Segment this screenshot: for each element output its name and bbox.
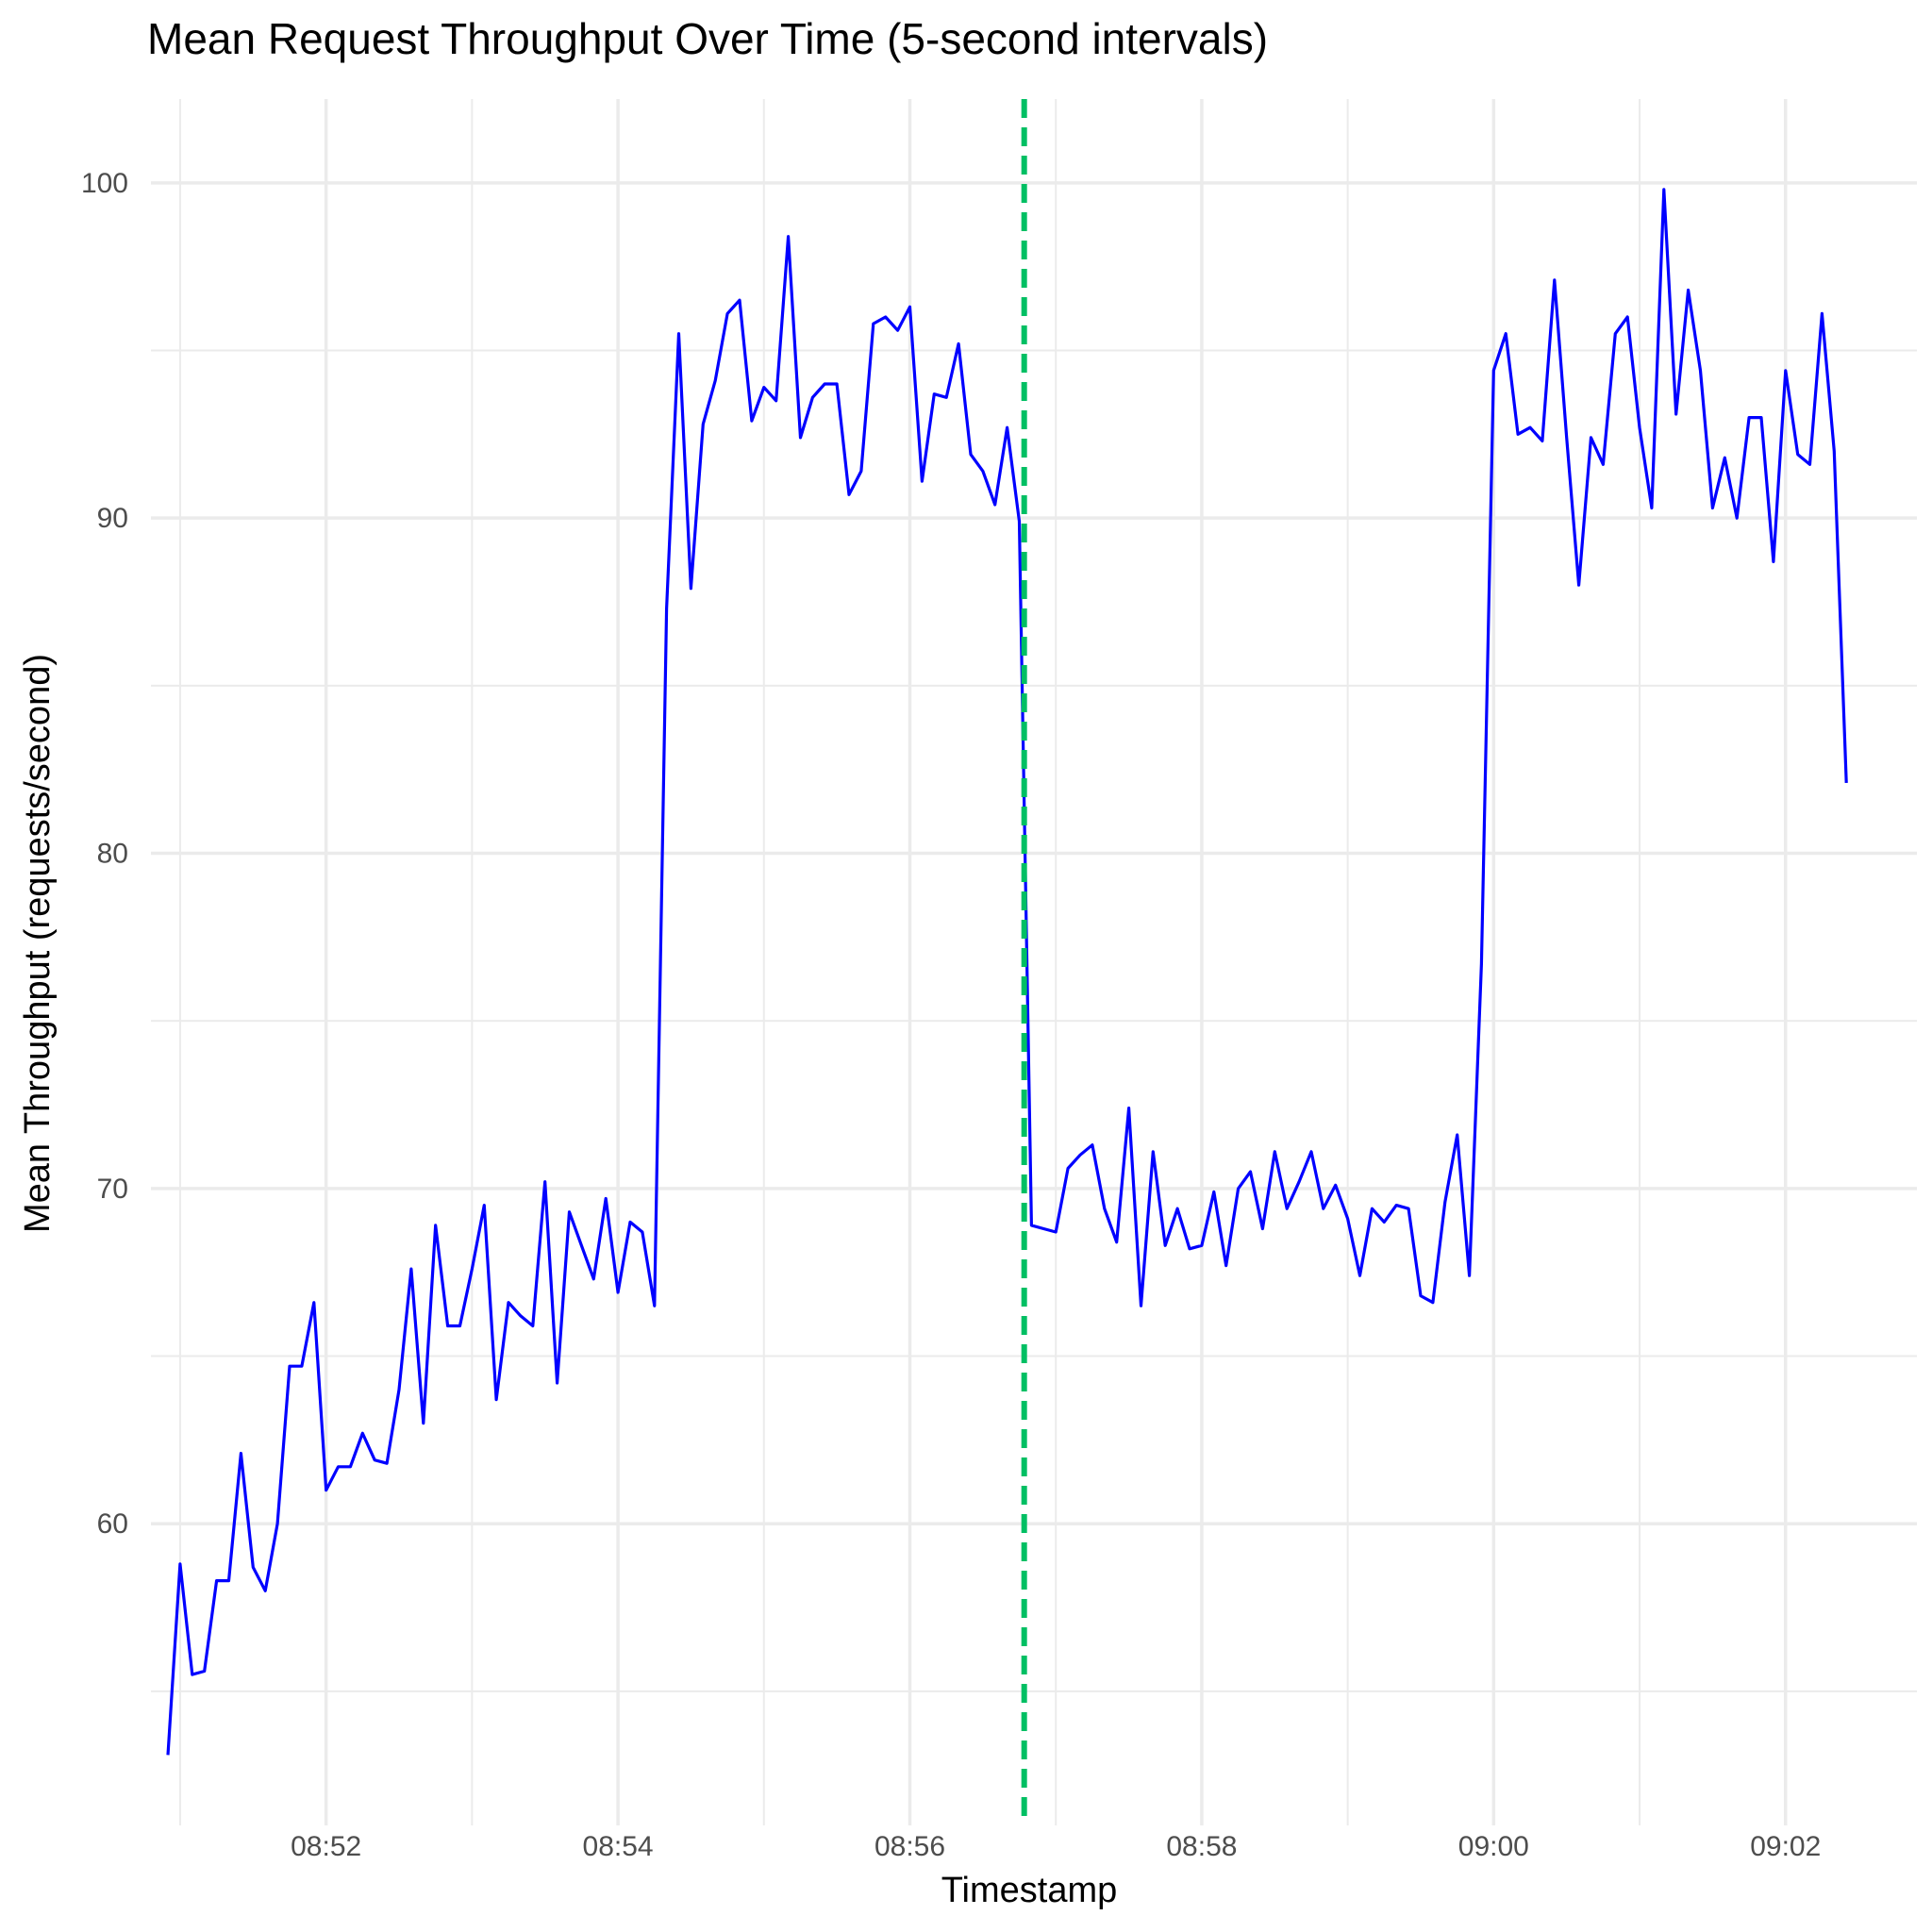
gridlines xyxy=(151,99,1917,1825)
x-axis-ticks: 08:52 08:54 08:56 08:58 09:00 09:02 xyxy=(291,1831,1821,1862)
y-tick-label: 80 xyxy=(97,839,128,870)
chart-title: Mean Request Throughput Over Time (5-sec… xyxy=(147,14,1269,63)
y-tick-label: 70 xyxy=(97,1174,128,1205)
x-tick-label: 09:02 xyxy=(1750,1831,1821,1862)
x-tick-label: 08:54 xyxy=(583,1831,654,1862)
y-tick-label: 60 xyxy=(97,1508,128,1540)
y-axis-ticks: 60 70 80 90 100 xyxy=(81,168,128,1540)
x-tick-label: 09:00 xyxy=(1458,1831,1529,1862)
y-axis-title: Mean Throughput (requests/second) xyxy=(18,654,58,1233)
y-tick-label: 90 xyxy=(97,503,128,534)
y-tick-label: 100 xyxy=(81,168,128,199)
x-tick-label: 08:58 xyxy=(1166,1831,1237,1862)
x-tick-label: 08:52 xyxy=(291,1831,361,1862)
series-layer xyxy=(166,188,1848,1756)
x-axis-title: Timestamp xyxy=(941,1871,1118,1910)
throughput-series-line xyxy=(166,188,1848,1756)
x-tick-label: 08:56 xyxy=(874,1831,945,1862)
